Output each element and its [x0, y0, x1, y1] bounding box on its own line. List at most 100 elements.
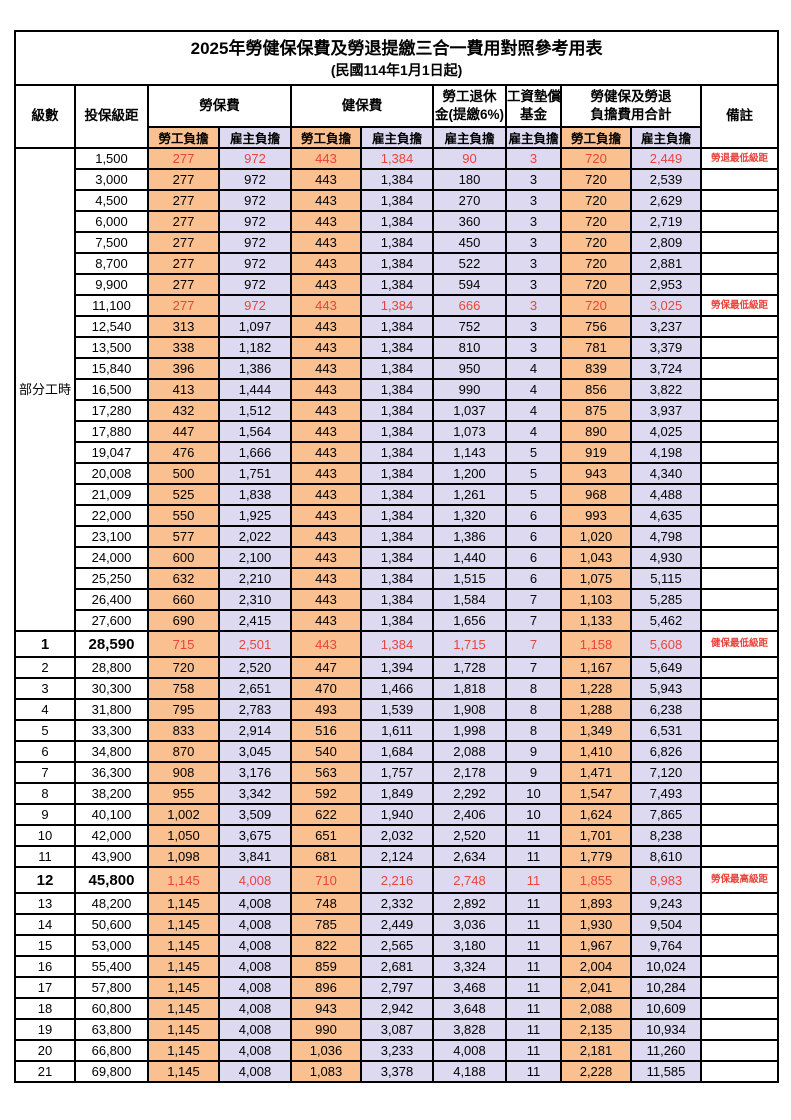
value-cell: 3: [505, 231, 562, 254]
value-cell: 5,608: [630, 630, 702, 658]
value-cell: 6: [505, 546, 562, 569]
value-cell: 277: [147, 210, 220, 233]
value-cell: 9,243: [630, 892, 702, 915]
value-cell: 3,237: [630, 315, 702, 338]
value-cell: 1,384: [360, 462, 434, 485]
value-cell: 1,182: [218, 336, 292, 359]
value-cell: 443: [290, 189, 362, 212]
value-cell: 9: [505, 740, 562, 763]
value-cell: 493: [290, 698, 362, 721]
table-row: 20,008 500 1,751 443 1,384 1,200 5 943 4,340: [15, 462, 780, 485]
bracket-cell: 24,000: [74, 546, 149, 569]
value-cell: 4: [505, 378, 562, 401]
value-cell: 8,983: [630, 866, 702, 894]
remark-cell: [699, 357, 780, 380]
bracket-cell: 28,800: [74, 656, 149, 679]
value-cell: 720: [560, 210, 632, 233]
value-cell: 720: [560, 231, 632, 254]
value-cell: 447: [147, 420, 220, 443]
bracket-cell: 45,800: [74, 866, 149, 894]
remark-cell: [699, 845, 780, 868]
value-cell: 955: [147, 782, 220, 805]
bracket-cell: 19,047: [74, 441, 149, 464]
remark-cell: 健保最低級距: [699, 630, 780, 658]
value-cell: 1,466: [360, 677, 434, 700]
subheader-pension-employer: 雇主負擔: [432, 126, 507, 149]
remark-cell: [699, 934, 780, 957]
table-row: 15 53,000 1,145 4,008 822 2,565 3,180 11 1,967 9,…: [14, 934, 780, 957]
value-cell: 1,384: [360, 315, 434, 338]
value-cell: 3,342: [218, 782, 292, 805]
col-header-total: 勞健保及勞退 負擔費用合計: [560, 84, 702, 128]
value-cell: 785: [290, 913, 362, 936]
value-cell: 4,008: [218, 1060, 292, 1083]
value-cell: 972: [218, 231, 292, 254]
title-row: 2025年勞健保保費及勞退提繳三合一費用對照參考用表 (民國114年1月1日起): [13, 30, 780, 86]
value-cell: 5: [505, 483, 562, 506]
value-cell: 1,515: [432, 567, 507, 590]
value-cell: 2,310: [218, 588, 292, 611]
value-cell: 2,041: [560, 976, 632, 999]
value-cell: 3,379: [630, 336, 702, 359]
bracket-cell: 36,300: [74, 761, 149, 784]
value-cell: 3: [505, 210, 562, 233]
value-cell: 1,145: [147, 997, 220, 1020]
value-cell: 795: [147, 698, 220, 721]
value-cell: 1,133: [560, 609, 632, 632]
value-cell: 1,384: [360, 336, 434, 359]
value-cell: 1,073: [432, 420, 507, 443]
level-cell: 15: [14, 934, 76, 957]
value-cell: 338: [147, 336, 220, 359]
value-cell: 1,384: [360, 231, 434, 254]
table-row: 12 45,800 1,145 4,008 710 2,216 2,748 11 1,855 8,…: [14, 866, 780, 894]
value-cell: 1,611: [360, 719, 434, 742]
value-cell: 1,050: [147, 824, 220, 847]
value-cell: 1,547: [560, 782, 632, 805]
remark-cell: [699, 525, 780, 548]
value-cell: 2,181: [560, 1039, 632, 1062]
value-cell: 3: [505, 252, 562, 275]
value-cell: 1,967: [560, 934, 632, 957]
table-row: 21 69,800 1,145 4,008 1,083 3,378 4,188 11 2,228…: [14, 1060, 780, 1083]
table-body: 部分工時 1,500 277 972 443 1,384 90 3 720 2,449 勞退最低級距…: [14, 147, 780, 1083]
value-cell: 594: [432, 273, 507, 296]
table-row: 19,047 476 1,666 443 1,384 1,143 5 919 4,198: [15, 441, 780, 464]
value-cell: 525: [147, 483, 220, 506]
value-cell: 396: [147, 357, 220, 380]
value-cell: 11: [505, 866, 562, 894]
remark-cell: [699, 761, 780, 784]
value-cell: 3: [505, 336, 562, 359]
value-cell: 990: [290, 1018, 362, 1041]
value-cell: 2,022: [218, 525, 292, 548]
value-cell: 450: [432, 231, 507, 254]
remark-cell: [699, 567, 780, 590]
value-cell: 6,238: [630, 698, 702, 721]
value-cell: 1,288: [560, 698, 632, 721]
remark-cell: [699, 315, 780, 338]
value-cell: 720: [560, 252, 632, 275]
bracket-cell: 34,800: [74, 740, 149, 763]
table-row: 18 60,800 1,145 4,008 943 2,942 3,648 11 2,088 10…: [14, 997, 780, 1020]
value-cell: 10,284: [630, 976, 702, 999]
value-cell: 651: [290, 824, 362, 847]
wage-fund-label-line2: 基金: [520, 107, 547, 122]
table-row: 5 33,300 833 2,914 516 1,611 1,998 8 1,349 6,531: [14, 719, 780, 742]
value-cell: 1,384: [360, 441, 434, 464]
table-row: 8 38,200 955 3,342 592 1,849 2,292 10 1,547 7,493: [14, 782, 780, 805]
value-cell: 2,032: [360, 824, 434, 847]
value-cell: 1,145: [147, 934, 220, 957]
value-cell: 10,609: [630, 997, 702, 1020]
remark-cell: [699, 252, 780, 275]
value-cell: 1,384: [360, 420, 434, 443]
value-cell: 720: [147, 656, 220, 679]
value-cell: 1,143: [432, 441, 507, 464]
value-cell: 1,043: [560, 546, 632, 569]
table-row: 13,500 338 1,182 443 1,384 810 3 781 3,379: [15, 336, 780, 359]
value-cell: 2,892: [432, 892, 507, 915]
value-cell: 1,666: [218, 441, 292, 464]
value-cell: 10,024: [630, 955, 702, 978]
table-row: 26,400 660 2,310 443 1,384 1,584 7 1,103 5,285: [15, 588, 780, 611]
value-cell: 11: [505, 824, 562, 847]
value-cell: 2,228: [560, 1060, 632, 1083]
value-cell: 1,384: [360, 168, 434, 191]
